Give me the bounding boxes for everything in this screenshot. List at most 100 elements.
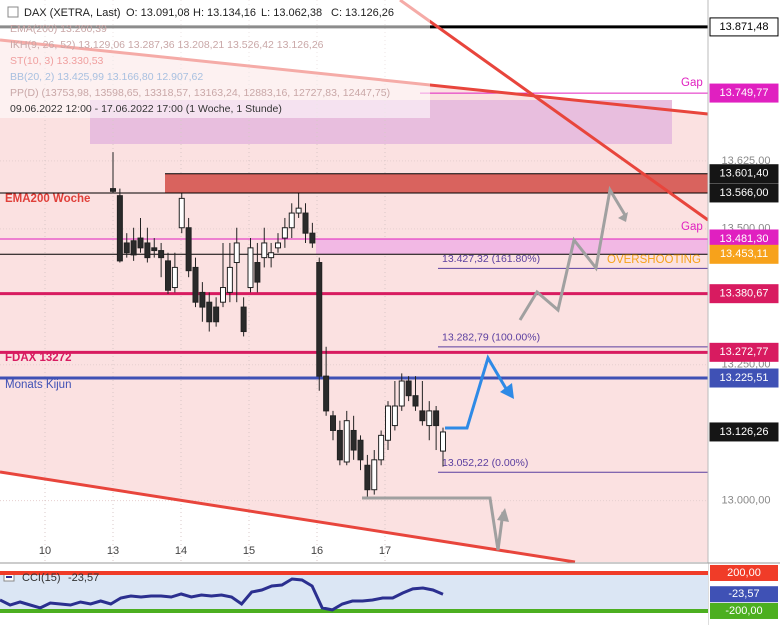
level-box [709, 183, 779, 203]
candle-body [151, 247, 158, 252]
candle-body [398, 380, 405, 407]
annotations: EMA200 Woche FDAX 13272 Monats Kijun Gap… [5, 77, 703, 391]
annotation: OVERSHOOTING [607, 254, 701, 266]
legend-bg [0, 0, 430, 118]
projection-arrows [362, 185, 628, 551]
level-box [709, 164, 779, 184]
candle-body [192, 266, 199, 303]
candle-body [385, 405, 391, 441]
annotation: FDAX 13272 [5, 352, 71, 364]
level-label: 13.225,51 [720, 372, 769, 384]
candle-body [281, 227, 288, 239]
candle-body [440, 431, 446, 452]
candle-body [426, 410, 433, 427]
level-label: 13.601,40 [720, 168, 769, 180]
cci-band [0, 574, 708, 609]
candle-body [336, 429, 343, 461]
arrow-head [497, 508, 509, 522]
x-tick-label: 13 [107, 545, 119, 557]
axis-area [708, 0, 780, 625]
cci-value: -23,57 [68, 572, 99, 584]
candle-body [226, 266, 233, 293]
indicator-label: IKH(9, 26, 52) 13.129,06 13.287,36 13.20… [10, 39, 324, 51]
candle-body [302, 212, 309, 234]
fib-label: 13.282,79 (100.00%) [442, 332, 540, 344]
gray-arrow [518, 185, 627, 321]
candle-body [171, 266, 178, 289]
candle-body [185, 227, 192, 272]
cci-level-box [710, 564, 778, 581]
candle-body [233, 242, 240, 264]
level-box [709, 342, 779, 362]
level-label: 13.481,30 [720, 233, 769, 245]
candle-body [144, 242, 151, 259]
cci-level-box [710, 602, 778, 619]
candle-body [405, 380, 412, 397]
candle-body [199, 291, 206, 308]
level-box [709, 83, 779, 103]
cci-line [0, 577, 444, 612]
blue-arrow [445, 354, 510, 430]
candle-body [213, 306, 220, 323]
legend-checkbox[interactable] [7, 6, 19, 18]
cci-level-box [710, 586, 778, 603]
trendline [0, 470, 576, 564]
candle-body [220, 287, 226, 303]
candle-body [295, 207, 302, 214]
annotation: Monats Kijun [5, 379, 71, 391]
x-tick-label: 14 [175, 545, 187, 557]
candle-body [123, 242, 130, 254]
axis-layer: 13.625,0013.500,0013.250,0013.000,0013.8… [709, 17, 779, 506]
candle-body [350, 429, 357, 451]
cci-level-label: 200,00 [727, 567, 761, 579]
cci-level-label: -23,57 [728, 588, 759, 600]
candle-body [309, 232, 316, 244]
candle-body [247, 247, 254, 289]
arrow-head [500, 383, 514, 399]
level-box [709, 284, 779, 304]
gray-arrow [362, 496, 505, 551]
legend-high: H: 13.134,16 [193, 7, 256, 19]
level-label: 13.749,77 [720, 87, 769, 99]
legend-open: O: 13.091,08 [126, 7, 190, 19]
level-label: 13.453,11 [720, 248, 768, 260]
indicator-label: EMA(200) 13.260,39 [10, 23, 107, 35]
candle-body [254, 262, 261, 283]
cci-name: CCI(15) [22, 572, 61, 584]
candle-body [316, 262, 323, 377]
candles-layer [110, 152, 446, 497]
trendline [399, 0, 709, 222]
candle-body [206, 301, 213, 323]
zones-layer [165, 173, 708, 255]
candle-body [137, 237, 144, 249]
indicator-label: PP(D) (13753,98, 13598,65, 13318,57, 131… [10, 87, 390, 99]
candle-body [364, 464, 371, 491]
cci-level-label: -200,00 [725, 605, 762, 617]
candle-body [240, 306, 247, 333]
level-box [709, 368, 779, 388]
candle-body [419, 410, 426, 422]
channel-fill [0, 40, 708, 562]
level-label: 13.126,26 [720, 426, 769, 438]
annotation: Gap [681, 77, 703, 89]
legend: DAX (XETRA, Last) O: 13.091,08 H: 13.134… [0, 0, 430, 118]
candle-body [357, 439, 364, 461]
level-box [709, 244, 779, 264]
legend-low: L: 13.062,38 [261, 7, 322, 19]
candle-body [391, 405, 398, 427]
period-label: 09.06.2022 12:00 - 17.06.2022 17:00 (1 W… [10, 103, 282, 115]
candle-body [110, 188, 116, 192]
gap-zone [316, 238, 708, 255]
candle-body [130, 240, 137, 256]
level-label: 13.566,00 [720, 187, 769, 199]
candle-body [343, 420, 350, 463]
candle-body [261, 242, 268, 259]
candle-body [371, 459, 378, 491]
x-tick-label: 10 [39, 545, 51, 557]
arrow-head [618, 212, 628, 222]
legend-symbol: DAX (XETRA, Last) [24, 7, 121, 19]
candle-body [268, 252, 275, 259]
level-box [709, 17, 779, 37]
candle-body [178, 197, 185, 229]
x-tick-label: 17 [379, 545, 391, 557]
